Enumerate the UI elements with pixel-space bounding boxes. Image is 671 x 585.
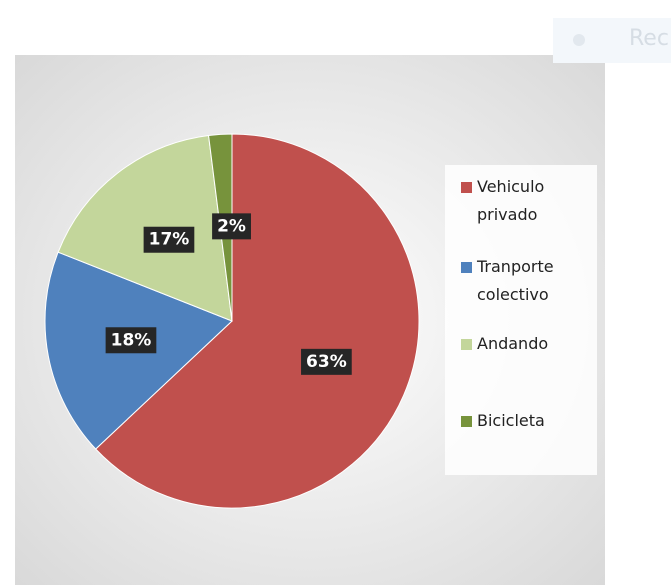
legend-label: Bicicleta — [477, 411, 545, 430]
data-label-box — [212, 213, 251, 240]
data-label-box — [301, 348, 352, 375]
legend-label: Tranporte colectivo — [477, 257, 554, 304]
overlay-button[interactable]: Rec — [553, 18, 671, 63]
legend-swatch — [461, 416, 472, 427]
legend-item: Vehiculo privado — [461, 173, 591, 229]
data-label-text: 63% — [306, 352, 347, 372]
data-label-text: 17% — [149, 230, 190, 250]
legend-item: Bicicleta — [461, 407, 591, 435]
legend-swatch — [461, 262, 472, 273]
legend-label: Andando — [477, 334, 549, 353]
legend-label: Vehiculo privado — [477, 177, 545, 224]
pie-slice — [94, 133, 420, 509]
icon — [573, 34, 585, 46]
data-label: 63% — [301, 348, 352, 375]
data-label-text: 2% — [217, 216, 246, 236]
data-label-box — [143, 226, 195, 253]
legend-swatch — [461, 339, 472, 350]
overlay-label: Rec — [629, 26, 669, 51]
data-label-text: 18% — [111, 330, 152, 350]
data-label: 2% — [212, 213, 251, 240]
data-label-box — [105, 327, 157, 354]
data-label: 17% — [143, 226, 195, 253]
legend-item: Andando — [461, 330, 591, 358]
legend-swatch — [461, 182, 472, 193]
legend: Vehiculo privado Tranporte colectivo Andan… — [445, 165, 597, 475]
legend-item: Tranporte colectivo — [461, 253, 591, 309]
data-label: 18% — [105, 327, 157, 354]
